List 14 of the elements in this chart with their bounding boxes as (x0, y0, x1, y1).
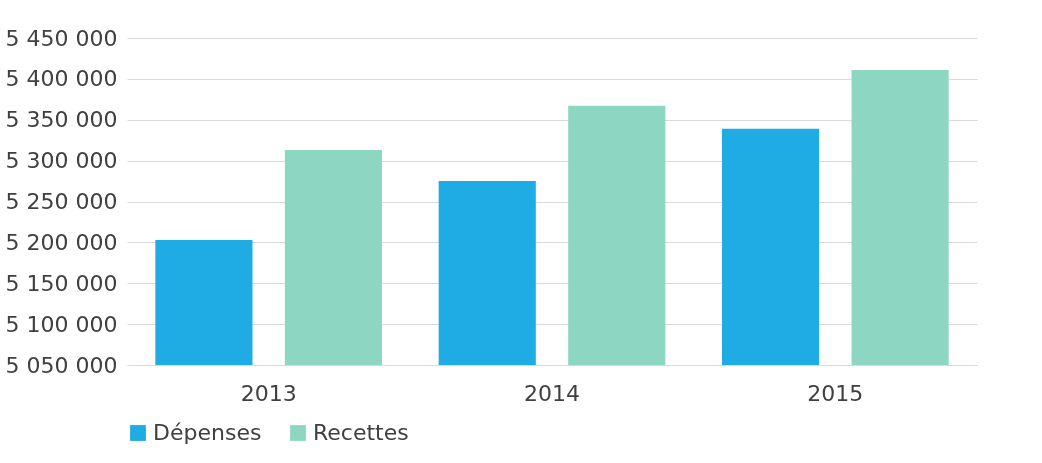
y-tick-label: 5 150 000 (5, 270, 118, 296)
y-tick-label: 5 300 000 (5, 148, 118, 174)
y-tick-label: 5 350 000 (5, 107, 118, 133)
y-tick-label: 5 400 000 (5, 66, 118, 92)
y-tick-label: 5 050 000 (5, 352, 118, 378)
legend-label: Dépenses (153, 420, 262, 445)
x-tick-label: 2013 (240, 380, 297, 406)
y-tick-label: 5 100 000 (5, 311, 118, 337)
y-tick-label: 5 200 000 (5, 229, 118, 255)
x-tick-label: 2014 (524, 380, 580, 406)
x-tick-label: 2015 (807, 380, 864, 406)
legend-label: Recettes (313, 420, 409, 445)
y-tick-label: 5 450 000 (5, 25, 118, 51)
y-tick-label: 5 250 000 (5, 189, 118, 214)
